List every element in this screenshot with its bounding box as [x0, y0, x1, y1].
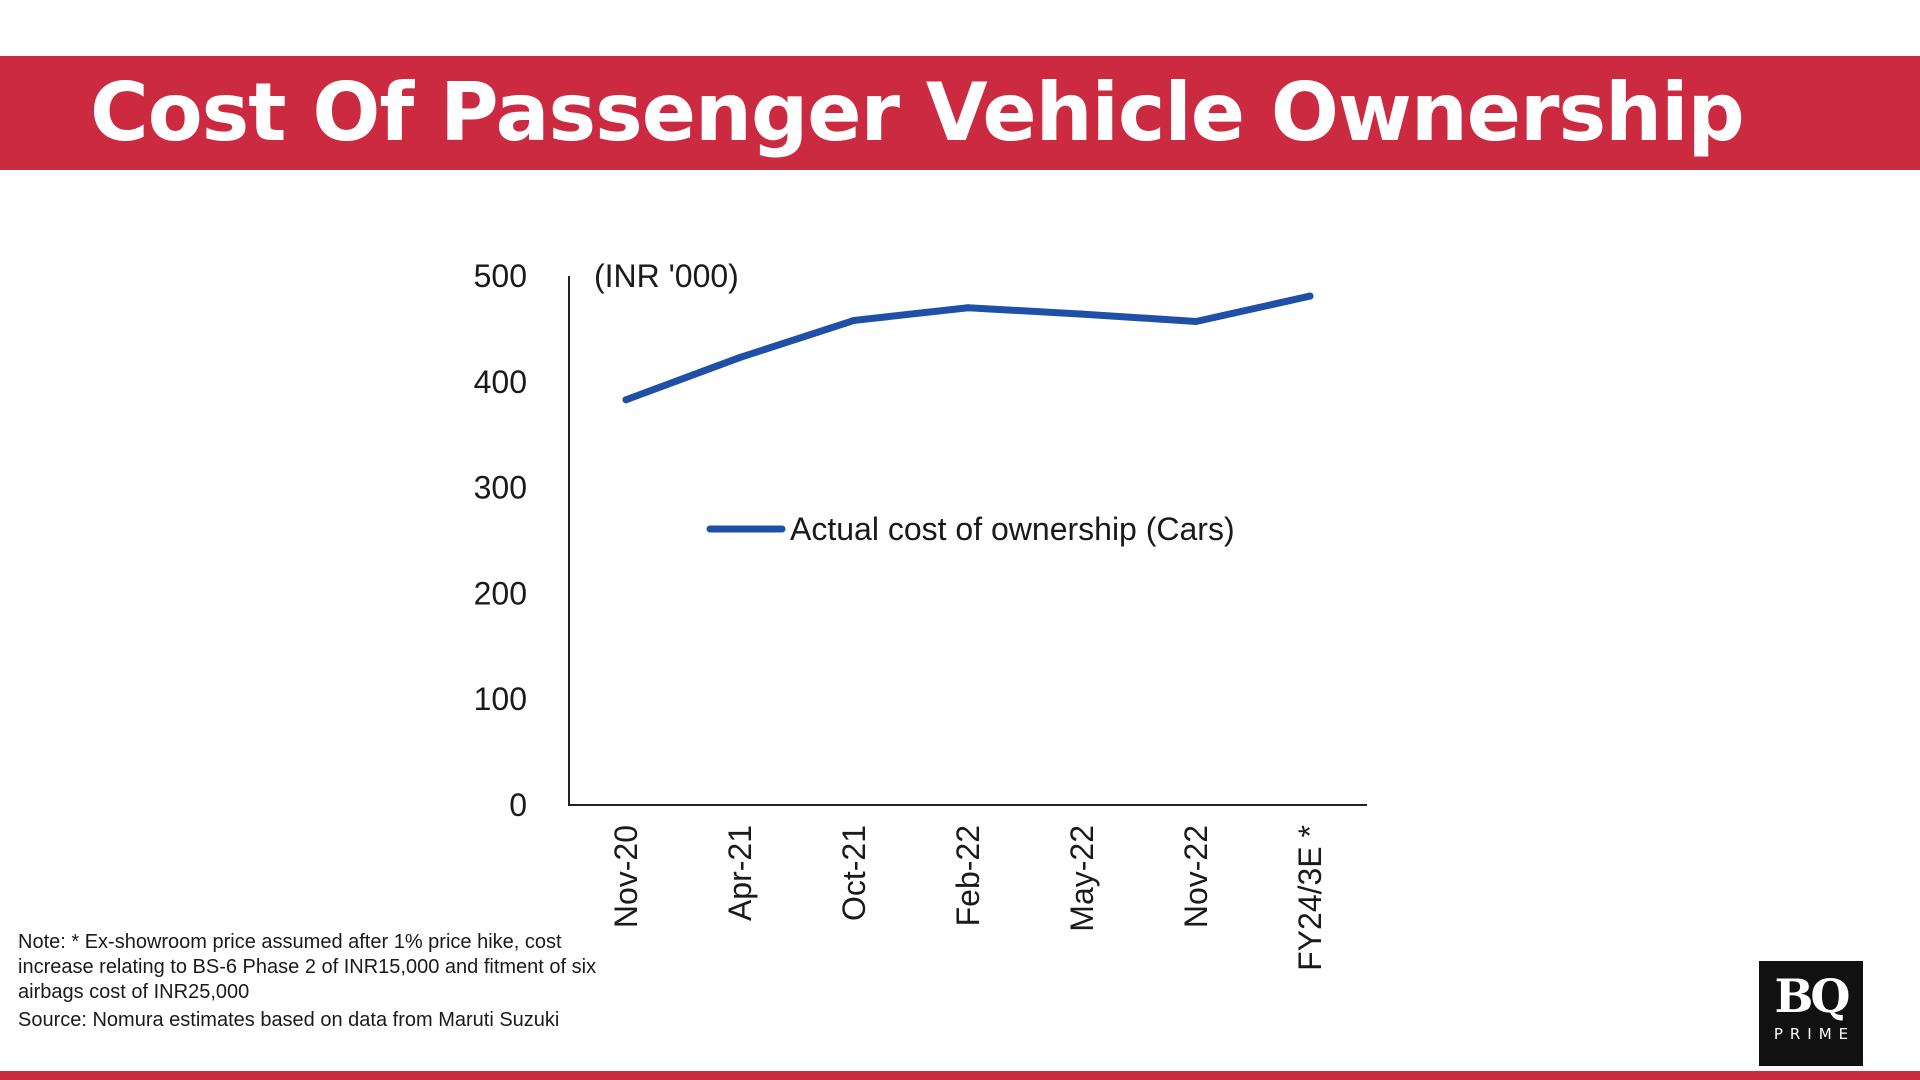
y-tick-label: 500	[474, 258, 527, 294]
y-tick-label: 300	[474, 470, 527, 506]
x-tick-label: May-22	[1064, 825, 1100, 932]
data-point	[622, 396, 630, 404]
logo-subtitle: PRIME	[1773, 1025, 1856, 1043]
data-point	[736, 353, 744, 361]
bq-prime-logo: BQ PRIME	[1759, 961, 1863, 1066]
x-tick-label: Oct-21	[836, 825, 872, 921]
data-point	[1306, 292, 1314, 300]
y-tick-label: 200	[474, 575, 527, 611]
chart-notes: Note: * Ex-showroom price assumed after …	[18, 930, 598, 1036]
note-text: Note: * Ex-showroom price assumed after …	[18, 931, 597, 1003]
data-point	[964, 304, 972, 312]
series-line-0	[622, 292, 1314, 404]
page-title: Cost Of Passenger Vehicle Ownership	[90, 66, 1745, 159]
source-text: Source: Nomura estimates based on data f…	[18, 1009, 560, 1031]
x-tick-label: Feb-22	[950, 825, 986, 926]
unit-label: (INR '000)	[594, 258, 739, 294]
title-band: Cost Of Passenger Vehicle Ownership	[0, 56, 1920, 170]
bottom-rule	[0, 1071, 1920, 1080]
x-tick-label: Nov-20	[608, 825, 644, 928]
y-tick-label: 0	[509, 787, 527, 823]
x-tick-label: Apr-21	[722, 825, 758, 921]
x-tick-label: Nov-22	[1178, 825, 1214, 928]
data-point	[850, 316, 858, 324]
line-chart: 0 100 200 300 400 500 (INR '000) Nov-20 Apr-21 Oc…	[474, 258, 1367, 971]
logo-mark: BQ	[1774, 969, 1851, 1023]
legend-label: Actual cost of ownership (Cars)	[790, 511, 1235, 547]
x-tick-label: FY24/3E *	[1292, 825, 1328, 971]
data-point	[1192, 317, 1200, 325]
data-point	[1078, 310, 1086, 318]
y-tick-label: 400	[474, 364, 527, 400]
y-tick-label: 100	[474, 681, 527, 717]
